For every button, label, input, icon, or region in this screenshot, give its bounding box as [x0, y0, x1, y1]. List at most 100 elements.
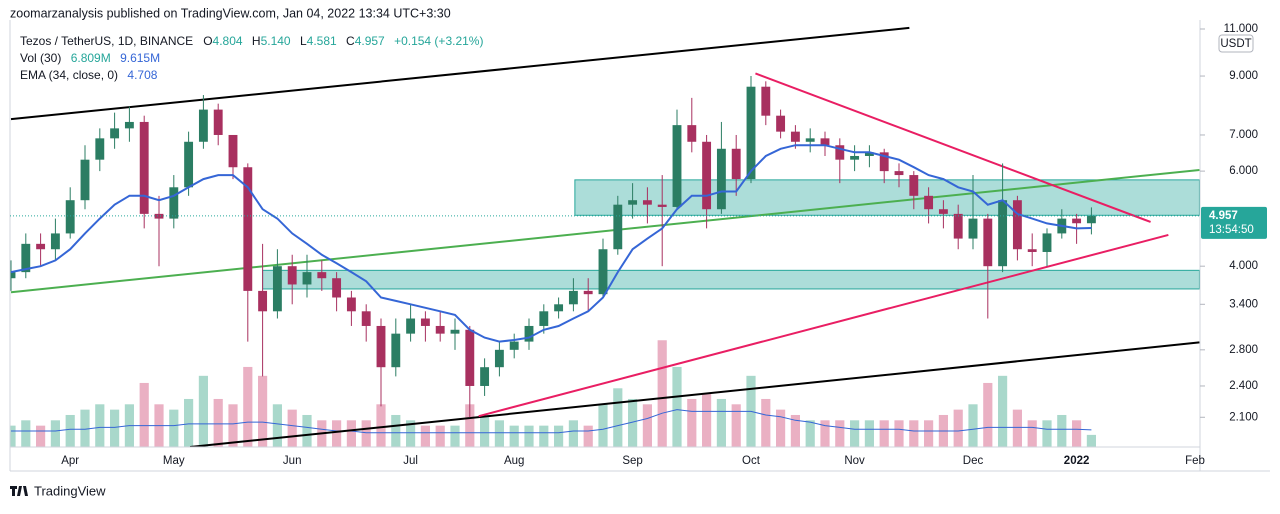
- volume-bar: [539, 425, 549, 447]
- candle-body: [953, 213, 963, 239]
- candle-body: [435, 325, 445, 334]
- volume-bar: [657, 340, 667, 447]
- candle-body: [998, 200, 1008, 267]
- x-tick-label: Feb: [1185, 455, 1205, 467]
- volume-bar: [598, 404, 608, 447]
- candle-body: [731, 148, 741, 180]
- candle-body: [50, 233, 60, 250]
- candle: [761, 81, 771, 126]
- ema-value: 4.708: [127, 68, 157, 82]
- candle-body: [894, 171, 904, 176]
- candle: [716, 121, 726, 214]
- candle-body: [702, 141, 712, 210]
- brand-logo: [10, 486, 28, 496]
- y-tick-label: 2.100: [1229, 411, 1258, 423]
- volume-ma-line: [11, 409, 1092, 434]
- candle-body: [139, 121, 149, 214]
- ohlc-values: O4.804 H5.140 L4.581 C4.957 +0.154 (+3.2…: [203, 34, 483, 48]
- y-tick-label: 3.400: [1229, 298, 1258, 310]
- volume-bar: [287, 409, 297, 447]
- volume-bar: [1042, 420, 1052, 447]
- candle: [776, 109, 786, 139]
- volume-bar: [302, 414, 312, 447]
- candle: [154, 195, 164, 267]
- candle: [36, 233, 46, 267]
- candle: [95, 128, 105, 172]
- candle-body: [198, 109, 208, 142]
- candle: [228, 134, 238, 180]
- volume-bar: [110, 409, 120, 447]
- candle-body: [406, 318, 416, 334]
- unit-label: USDT: [1220, 38, 1251, 50]
- candle-body: [1012, 200, 1022, 250]
- candle-body: [80, 159, 90, 201]
- candle: [924, 187, 934, 224]
- candle: [687, 97, 697, 153]
- candle-body: [583, 290, 593, 295]
- volume-bar: [465, 404, 475, 447]
- unit-badge[interactable]: [1218, 34, 1254, 53]
- candle-body: [10, 272, 16, 279]
- candle-body: [110, 128, 120, 139]
- volume-bar: [213, 398, 223, 447]
- candle: [983, 213, 993, 319]
- x-tick-label: Jul: [403, 455, 418, 467]
- candle: [346, 290, 356, 326]
- candle: [568, 278, 578, 312]
- candle: [1027, 233, 1037, 267]
- candle-body: [272, 266, 282, 312]
- candle: [317, 260, 327, 291]
- volume-bar: [554, 425, 564, 447]
- candle: [850, 145, 860, 172]
- candle: [110, 112, 120, 149]
- volume-bar: [687, 398, 697, 447]
- x-tick-label: Jun: [283, 455, 302, 467]
- volume-bar: [1072, 420, 1082, 447]
- candle: [332, 272, 342, 312]
- symbol-title: Tezos / TetherUS, 1D, BINANCE: [20, 34, 193, 48]
- candle-body: [968, 218, 978, 239]
- volume-bar: [184, 398, 194, 447]
- candle: [198, 95, 208, 149]
- candle: [65, 187, 75, 239]
- candle: [302, 254, 312, 298]
- volume-bar: [1086, 434, 1096, 447]
- candle: [80, 145, 90, 210]
- candle-body: [568, 290, 578, 305]
- candle-body: [21, 243, 31, 273]
- zone-box-rect: [262, 269, 1200, 290]
- candle-body: [332, 278, 342, 298]
- candle-body: [805, 138, 815, 142]
- candle-body: [480, 367, 490, 386]
- candle-body: [613, 204, 623, 250]
- y-tick-label: 9.000: [1229, 70, 1258, 82]
- candle-body: [465, 329, 475, 386]
- candle-body: [243, 167, 253, 291]
- candle-body: [420, 318, 430, 326]
- candle: [746, 76, 756, 184]
- volume-bar: [924, 420, 934, 447]
- candle: [953, 204, 963, 250]
- candle: [213, 103, 223, 146]
- candle: [731, 134, 741, 196]
- candle-body: [287, 266, 297, 285]
- candle-body: [761, 86, 771, 116]
- candle: [909, 171, 919, 210]
- volume-bar: [524, 425, 534, 447]
- candle: [554, 297, 564, 319]
- candle-body: [154, 213, 164, 219]
- c-value: 4.957: [355, 34, 385, 48]
- candle-body: [95, 138, 105, 160]
- volume-bar: [1012, 409, 1022, 447]
- volume-bar: [790, 414, 800, 447]
- x-tick-label: May: [163, 455, 185, 467]
- y-tick-label: 2.800: [1229, 344, 1258, 356]
- candle: [642, 187, 652, 224]
- x-tick-label: Aug: [504, 455, 524, 467]
- candle-body: [657, 204, 667, 207]
- candle: [169, 175, 179, 229]
- x-tick-label: Oct: [742, 455, 761, 467]
- volume-bar: [909, 420, 919, 447]
- volume-bar: [10, 425, 16, 447]
